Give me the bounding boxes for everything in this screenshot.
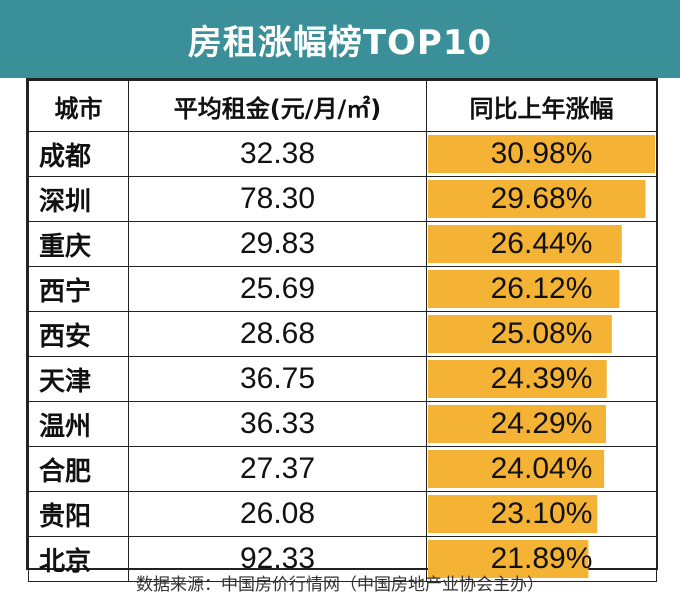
table-row: 重庆 29.83 26.44%: [28, 221, 657, 267]
header-growth: 同比上年涨幅: [426, 80, 657, 132]
growth-bar: [427, 360, 607, 398]
growth-bar-svg: [427, 540, 589, 578]
header-rent: 平均租金(元/月/㎡): [128, 80, 427, 132]
growth-bar: [427, 405, 607, 443]
growth-bar-svg: [427, 360, 607, 398]
growth-cell: 23.10%: [426, 491, 657, 537]
growth-label: 24.04%: [490, 452, 593, 485]
city-cell: 西宁: [28, 266, 129, 312]
growth-label: 24.29%: [490, 407, 593, 440]
growth-bar-svg: [427, 405, 607, 443]
rent-cell: 32.38: [128, 131, 427, 177]
rent-growth-table: 城市 平均租金(元/月/㎡) 同比上年涨幅 成都 32.38 30.98% 深圳 78.…: [26, 78, 658, 582]
growth-bar-svg: [427, 495, 598, 533]
table-row: 成都 32.38 30.98%: [28, 131, 657, 177]
growth-bar-svg: [427, 180, 646, 218]
growth-label: 29.68%: [490, 182, 593, 215]
table-row: 温州 36.33 24.29%: [28, 401, 657, 447]
table-row: 贵阳 26.08 23.10%: [28, 491, 657, 537]
growth-cell: 26.44%: [426, 221, 657, 267]
rent-cell: 25.69: [128, 266, 427, 312]
growth-bar-svg: [427, 315, 612, 353]
rent-cell: 92.33: [128, 536, 427, 582]
table-row: 合肥 27.37 24.04%: [28, 446, 657, 492]
growth-label: 23.10%: [490, 497, 593, 530]
growth-bar: [427, 495, 598, 533]
data-table: 城市 平均租金(元/月/㎡) 同比上年涨幅 成都 32.38 30.98% 深圳 78.…: [28, 80, 657, 582]
city-cell: 北京: [28, 536, 129, 582]
city-cell: 西安: [28, 311, 129, 357]
rent-cell: 36.33: [128, 401, 427, 447]
rent-cell: 28.68: [128, 311, 427, 357]
growth-bar-svg: [427, 270, 620, 308]
growth-label: 26.12%: [490, 272, 593, 305]
growth-bar: [427, 180, 646, 218]
growth-bar: [427, 225, 622, 263]
source-note: 数据来源：中国房价行情网（中国房地产业协会主办）: [136, 575, 544, 595]
rent-cell: 36.75: [128, 356, 427, 402]
growth-cell: 26.12%: [426, 266, 657, 312]
header-city: 城市: [28, 80, 129, 132]
growth-label: 25.08%: [490, 317, 593, 350]
table-row: 深圳 78.30 29.68%: [28, 176, 657, 222]
growth-label: 21.89%: [490, 542, 593, 575]
city-cell: 成都: [28, 131, 129, 177]
growth-bar: [427, 135, 656, 173]
city-cell: 温州: [28, 401, 129, 447]
growth-label: 30.98%: [490, 137, 593, 170]
table-row: 西宁 25.69 26.12%: [28, 266, 657, 312]
growth-label: 26.44%: [490, 227, 593, 260]
growth-bar-svg: [427, 135, 656, 173]
table-row: 西安 28.68 25.08%: [28, 311, 657, 357]
growth-bar: [427, 450, 605, 488]
growth-bar: [427, 270, 620, 308]
growth-bar-svg: [427, 225, 622, 263]
rent-cell: 78.30: [128, 176, 427, 222]
chart-title: 房租涨幅榜TOP10: [0, 0, 680, 78]
growth-cell: 29.68%: [426, 176, 657, 222]
table-row: 北京 92.33 21.89%: [28, 536, 657, 582]
city-cell: 贵阳: [28, 491, 129, 537]
header-row: 城市 平均租金(元/月/㎡) 同比上年涨幅: [28, 80, 657, 132]
growth-cell: 24.29%: [426, 401, 657, 447]
growth-bar: [427, 315, 612, 353]
table-body: 成都 32.38 30.98% 深圳 78.30 29.68% 重庆 29.83 26.44% 西…: [28, 131, 657, 582]
growth-cell: 24.39%: [426, 356, 657, 402]
growth-cell: 24.04%: [426, 446, 657, 492]
city-cell: 天津: [28, 356, 129, 402]
city-cell: 深圳: [28, 176, 129, 222]
growth-bar: [427, 540, 589, 578]
city-cell: 合肥: [28, 446, 129, 492]
table-row: 天津 36.75 24.39%: [28, 356, 657, 402]
city-cell: 重庆: [28, 221, 129, 267]
rent-cell: 27.37: [128, 446, 427, 492]
growth-cell: 25.08%: [426, 311, 657, 357]
growth-bar-svg: [427, 450, 605, 488]
growth-cell: 21.89%: [426, 536, 657, 582]
growth-cell: 30.98%: [426, 131, 657, 177]
growth-label: 24.39%: [490, 362, 593, 395]
rent-cell: 29.83: [128, 221, 427, 267]
rent-cell: 26.08: [128, 491, 427, 537]
